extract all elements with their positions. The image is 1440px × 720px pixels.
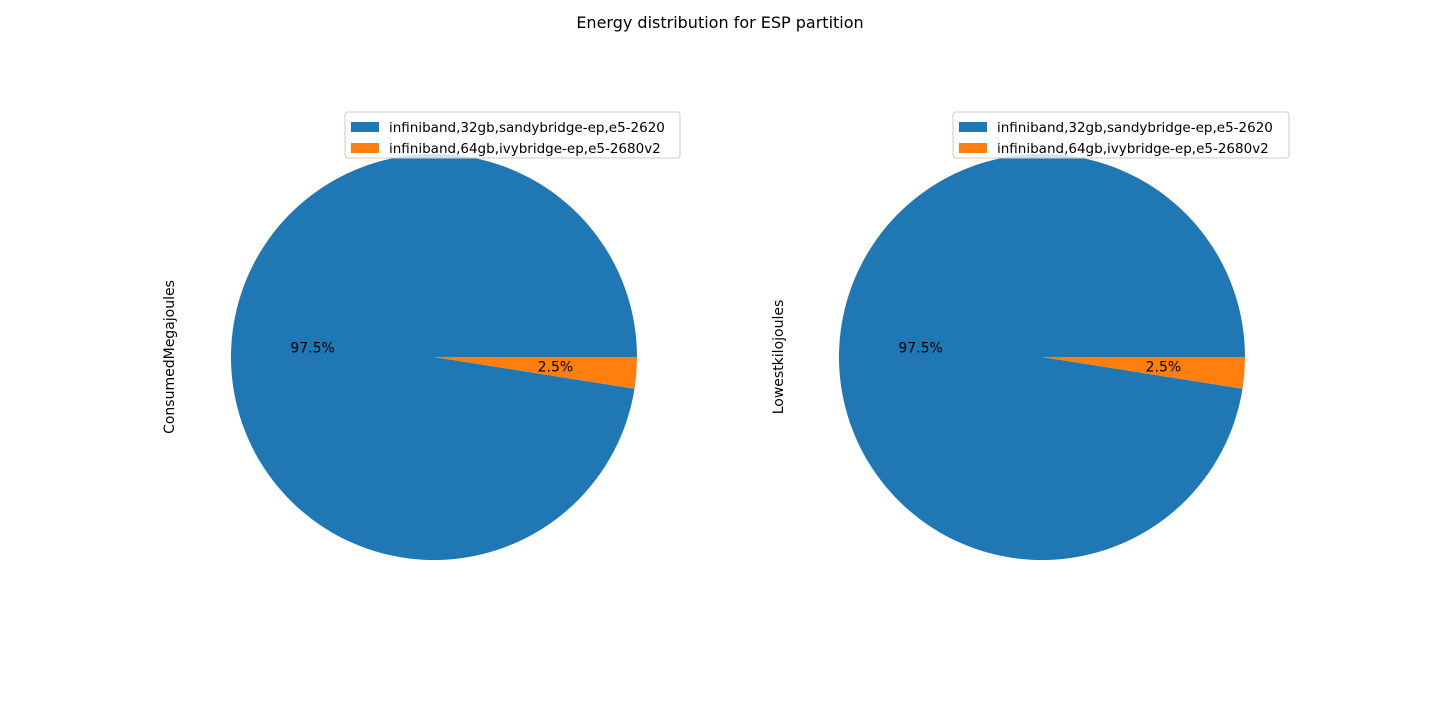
pie-pct-label-2: 2.5%	[1146, 360, 1182, 376]
legend: infiniband,32gb,sandybridge-ep,e5-2620 in…	[952, 111, 1290, 159]
pie-pct-label-1: 97.5%	[290, 340, 334, 356]
legend-swatch-2	[959, 143, 987, 153]
pie-slice-2	[434, 357, 637, 389]
legend: infiniband,32gb,sandybridge-ep,e5-2620 in…	[344, 111, 681, 159]
pie-ylabel: ConsumedMegajoules	[162, 280, 178, 434]
figure-title: Energy distribution for ESP partition	[576, 13, 863, 32]
pie-chart-consumed: 97.5% 2.5% ConsumedMegajoules infiniband,32…	[162, 111, 681, 560]
pie-pct-label-1: 97.5%	[898, 340, 942, 356]
legend-frame	[344, 111, 681, 159]
pie-chart-lowest: 97.5% 2.5% Lowestkilojoules infiniband,32gb…	[771, 111, 1290, 560]
legend-label-1: infiniband,32gb,sandybridge-ep,e5-2620	[389, 120, 665, 136]
legend-frame	[952, 111, 1290, 159]
pie-slice-2	[1042, 357, 1245, 389]
legend-swatch-1	[351, 122, 379, 132]
pie-ylabel: Lowestkilojoules	[771, 300, 787, 415]
legend-swatch-1	[959, 122, 987, 132]
legend-swatch-2	[351, 143, 379, 153]
pie-slice-1	[839, 153, 1245, 560]
legend-label-2: infiniband,64gb,ivybridge-ep,e5-2680v2	[997, 141, 1269, 157]
legend-label-1: infiniband,32gb,sandybridge-ep,e5-2620	[997, 120, 1273, 136]
pie-pct-label-2: 2.5%	[538, 360, 574, 376]
pie-slice-1	[230, 153, 638, 560]
legend-label-2: infiniband,64gb,ivybridge-ep,e5-2680v2	[389, 141, 661, 157]
